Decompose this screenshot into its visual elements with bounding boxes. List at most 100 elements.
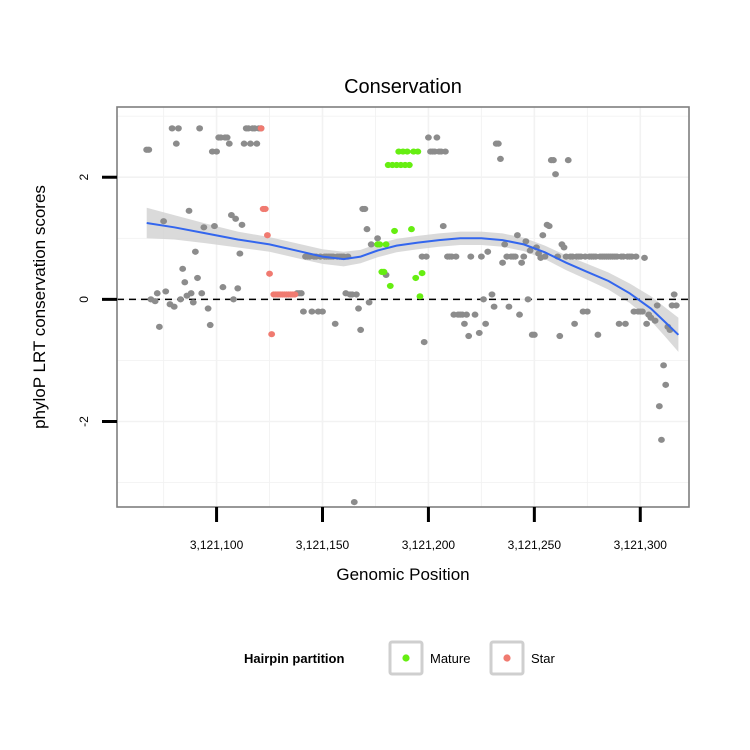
- point-other: [420, 339, 428, 346]
- point-other: [475, 329, 483, 337]
- point-other: [151, 298, 159, 305]
- point-other: [374, 235, 381, 242]
- point-other: [632, 253, 640, 260]
- x-tick-label: 3,121,300: [614, 538, 668, 552]
- legend: Hairpin partition Mature Star: [244, 640, 556, 676]
- point-other: [422, 253, 430, 260]
- point-mature: [408, 226, 415, 233]
- point-other: [433, 134, 441, 141]
- legend-title: Hairpin partition: [244, 651, 344, 666]
- point-other: [662, 381, 670, 388]
- x-tick-label: 3,121,200: [402, 538, 456, 552]
- point-other: [155, 323, 163, 330]
- plot-border: [116, 106, 690, 508]
- point-other: [196, 125, 204, 132]
- point-mature: [414, 148, 422, 155]
- point-other: [516, 311, 523, 318]
- point-other: [367, 241, 375, 248]
- point-other: [583, 308, 591, 315]
- point-other: [488, 291, 496, 298]
- point-other: [541, 253, 549, 260]
- point-other: [179, 265, 187, 272]
- point-other: [211, 222, 218, 230]
- point-other: [514, 232, 521, 239]
- point-other: [191, 248, 199, 255]
- point-star: [257, 125, 265, 132]
- point-other: [223, 134, 231, 141]
- point-other: [463, 311, 470, 318]
- point-other: [552, 171, 559, 178]
- point-other: [425, 134, 432, 141]
- point-other: [571, 320, 578, 327]
- point-other: [490, 303, 498, 310]
- point-other: [651, 317, 659, 324]
- point-other: [204, 305, 212, 312]
- point-other: [200, 224, 208, 231]
- point-other: [168, 125, 176, 132]
- point-other: [194, 274, 201, 282]
- point-mature: [386, 282, 394, 290]
- y-axis: -2 0 2: [77, 174, 117, 427]
- point-other: [234, 285, 242, 292]
- point-other: [539, 232, 547, 239]
- point-other: [461, 320, 468, 327]
- x-tick-label: 3,121,100: [190, 538, 244, 552]
- legend-label-star: Star: [531, 651, 556, 666]
- point-star: [268, 331, 276, 338]
- x-axis-title: Genomic Position: [336, 565, 469, 584]
- point-other: [153, 290, 161, 297]
- point-star: [266, 270, 273, 277]
- point-other: [530, 331, 538, 338]
- point-mature: [382, 241, 390, 248]
- point-other: [160, 218, 168, 225]
- point-other: [300, 308, 307, 315]
- point-other: [355, 305, 362, 312]
- point-other: [545, 222, 553, 230]
- point-other: [622, 320, 629, 327]
- point-other: [238, 221, 246, 228]
- point-other: [187, 290, 195, 297]
- point-mature: [403, 148, 411, 155]
- point-other: [297, 290, 305, 297]
- point-other: [308, 308, 316, 315]
- point-other: [206, 321, 214, 329]
- point-other: [177, 296, 184, 303]
- point-other: [518, 259, 526, 266]
- point-other: [352, 291, 360, 298]
- point-other: [236, 250, 244, 257]
- point-mature: [405, 161, 413, 169]
- smooth-line: [146, 222, 680, 336]
- point-other: [477, 253, 485, 260]
- point-other: [240, 140, 248, 147]
- point-other: [357, 326, 365, 334]
- point-other: [501, 241, 509, 248]
- point-other: [526, 247, 534, 254]
- x-tick-label: 3,121,150: [296, 538, 350, 552]
- point-star: [291, 291, 299, 298]
- point-other: [232, 215, 240, 222]
- point-other: [331, 320, 339, 327]
- legend-dot-mature: [402, 654, 410, 662]
- point-other: [441, 148, 449, 155]
- point-other: [145, 146, 153, 153]
- point-other: [484, 248, 492, 255]
- point-other: [655, 403, 663, 410]
- point-mature: [380, 268, 388, 275]
- point-other: [556, 332, 564, 340]
- y-axis-title: phyloP LRT conservation scores: [30, 185, 49, 429]
- point-other: [471, 311, 479, 318]
- x-tick-label: 3,121,250: [508, 538, 562, 552]
- point-other: [482, 320, 490, 327]
- point-mature: [412, 274, 420, 282]
- point-other: [497, 155, 504, 163]
- point-star: [261, 205, 269, 213]
- point-other: [247, 140, 254, 147]
- confidence-band: [146, 207, 679, 352]
- point-other: [660, 362, 667, 369]
- point-other: [522, 238, 530, 245]
- point-other: [641, 254, 648, 261]
- point-other: [560, 244, 568, 251]
- point-other: [499, 259, 506, 266]
- y-tick-label: 0: [77, 296, 91, 303]
